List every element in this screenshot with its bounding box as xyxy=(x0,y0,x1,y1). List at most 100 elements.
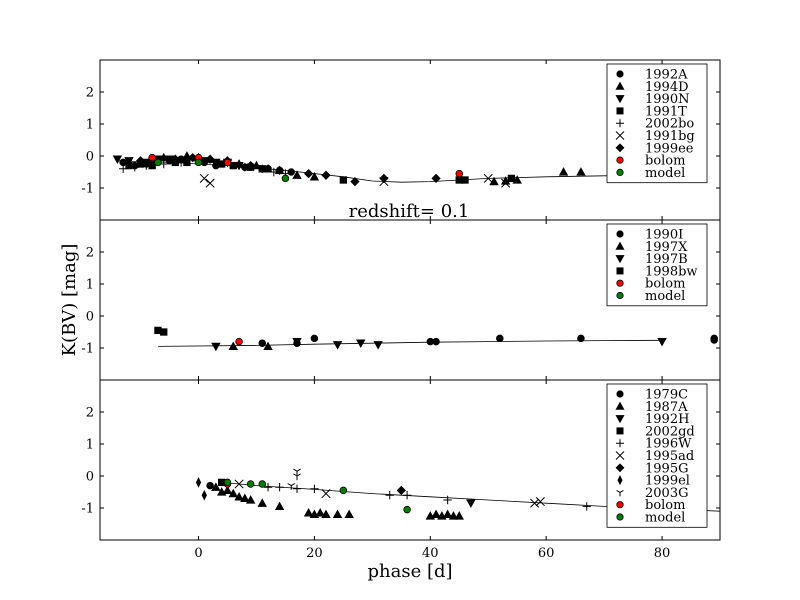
data-point-1987a xyxy=(234,491,244,501)
data-point-1987a xyxy=(431,509,441,519)
y-tick-label: 2 xyxy=(86,246,94,261)
legend-label: 1990N xyxy=(645,92,689,107)
data-point-2002bo xyxy=(176,158,186,167)
data-point-1994d xyxy=(292,170,302,179)
data-point-1991t xyxy=(125,161,133,170)
legend-marker-model xyxy=(616,513,624,521)
legend-label: 2002gd xyxy=(645,424,695,439)
data-point-1997b xyxy=(211,342,221,352)
data-point-1990i xyxy=(432,337,440,346)
data-point-model xyxy=(339,486,348,495)
data-point-1994d xyxy=(558,167,569,176)
data-point-1987a xyxy=(442,509,453,519)
data-point-1987a xyxy=(240,493,250,503)
panel-3-legend: 1979C1987A1992H2002gd1996W1995ad1995G199… xyxy=(606,383,708,528)
y-tick-label: 2 xyxy=(86,86,94,101)
data-point-model xyxy=(154,158,162,167)
data-point-model xyxy=(403,505,411,514)
data-point-1997x xyxy=(228,341,238,351)
legend-label: 1995ad xyxy=(645,449,694,464)
legend-marker-1979c xyxy=(616,390,624,398)
panel-2-data xyxy=(154,326,718,352)
legend-label: 1999el xyxy=(645,474,690,489)
data-point-1991t xyxy=(229,161,237,170)
data-point-1996w xyxy=(582,502,591,511)
data-point-1990i xyxy=(258,339,267,347)
data-point-1991t xyxy=(461,176,469,184)
data-point-1991bg xyxy=(483,173,493,183)
legend-marker-model xyxy=(616,291,624,300)
data-point-1987a xyxy=(257,498,267,507)
data-point-model xyxy=(281,174,290,183)
legend-label: model xyxy=(645,511,685,526)
legend-label: 1997X xyxy=(645,240,688,255)
data-point-1990i xyxy=(577,334,585,343)
data-point-1987a xyxy=(245,495,256,504)
data-point-1999ee xyxy=(170,154,180,164)
data-point-1987a xyxy=(228,488,238,498)
data-point-1999ee xyxy=(135,156,146,166)
legend-label: model xyxy=(645,166,685,181)
data-point-2002bo xyxy=(118,164,128,173)
legend-label: bolom xyxy=(645,498,685,513)
legend-label: 1979C xyxy=(645,388,688,403)
data-point-1997b xyxy=(356,339,366,349)
x-tick-label: 40 xyxy=(422,546,439,561)
data-point-2003g xyxy=(293,468,301,476)
data-point-1987a xyxy=(344,509,354,519)
legend-box xyxy=(606,383,708,528)
data-point-1996w xyxy=(443,495,452,505)
data-point-1999ee xyxy=(431,173,441,184)
legend-label: 2003G xyxy=(645,486,688,501)
data-point-2002bo xyxy=(258,164,267,173)
data-point-bolom xyxy=(223,158,232,167)
legend-marker-1995g xyxy=(615,463,625,473)
chart-panels: -10121992A1994D1990N1991T2002bo1991bg199… xyxy=(81,59,721,561)
x-tick-label: 20 xyxy=(306,546,323,561)
data-point-model xyxy=(258,480,267,488)
data-point-1990i xyxy=(310,334,319,343)
legend-label: bolom xyxy=(645,154,685,169)
legend-box xyxy=(606,223,708,307)
legend-label: bolom xyxy=(645,277,685,292)
legend-marker-1992a xyxy=(616,70,624,78)
data-point-1990n xyxy=(211,158,221,168)
data-point-1995g xyxy=(396,485,406,496)
redshift-annotation: redshift= 0.1 xyxy=(349,201,470,222)
panel-1: -1 0 1 2 1992A1994D1990N1991T2002bo1991bg199… xyxy=(81,59,721,221)
data-point-model xyxy=(246,480,255,488)
data-point-1995ad xyxy=(530,498,540,508)
data-point-1991bg xyxy=(501,178,511,188)
legend-label: 1999ee xyxy=(645,141,694,156)
y-tick-label: -1 xyxy=(81,182,94,197)
data-point-1987a xyxy=(448,511,459,520)
data-point-1999ee xyxy=(246,160,256,171)
data-point-1991bg xyxy=(205,178,215,188)
legend-label: 1992A xyxy=(645,68,688,83)
legend-marker-bolom xyxy=(616,501,624,509)
data-point-2002bo xyxy=(130,163,139,172)
data-point-2003g xyxy=(293,473,301,481)
panel-3-frame xyxy=(99,379,721,541)
data-point-1996w xyxy=(275,483,284,492)
legend-label: 1997B xyxy=(645,252,688,267)
legend-label: 1996W xyxy=(645,437,692,452)
legend-label: model xyxy=(645,289,685,304)
legend-label: 1995G xyxy=(645,461,688,476)
panel-3-data xyxy=(195,468,720,520)
data-point-model xyxy=(194,158,203,167)
data-point-2003g xyxy=(287,483,296,490)
data-point-1997b xyxy=(332,341,343,350)
data-point-1994d xyxy=(309,171,320,181)
data-point-1996w xyxy=(263,483,273,492)
data-point-1991bg xyxy=(199,173,209,183)
legend-marker-1991t xyxy=(616,107,624,115)
legend-marker-1987a xyxy=(615,401,625,410)
data-point-1990i xyxy=(710,334,718,343)
legend-marker-1990i xyxy=(616,230,624,238)
x-axis-title: phase [d] xyxy=(367,561,452,582)
legend-marker-1995ad xyxy=(615,451,625,460)
panel-1-data xyxy=(112,151,663,188)
data-point-1995ad xyxy=(234,479,244,489)
